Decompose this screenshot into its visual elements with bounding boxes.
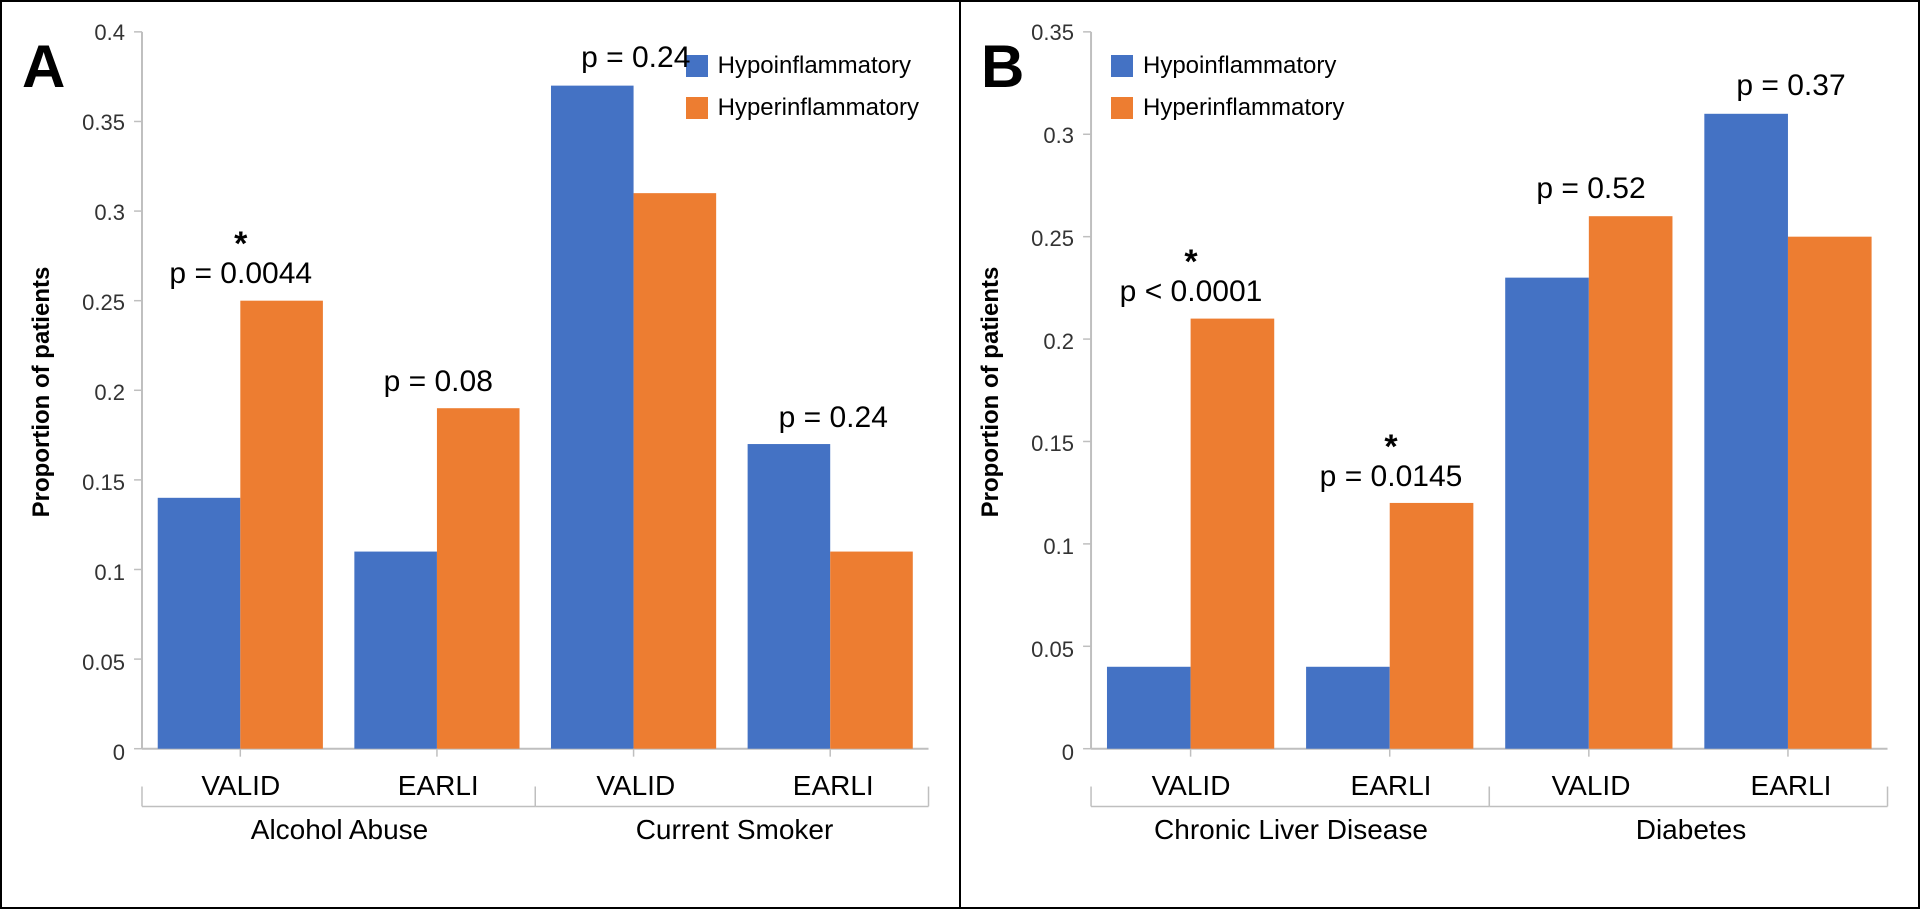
ytick-label: 0.05 [1014, 637, 1074, 663]
bar-hyper [240, 301, 323, 749]
panel-b-yaxis-label: Proportion of patients [977, 267, 1005, 518]
subgroup-label: EARLI [793, 770, 874, 802]
panel-b: B Proportion of patients Hypoinflammator… [961, 2, 1918, 907]
pvalue-label: p = 0.24 [581, 41, 690, 75]
panel-a-legend: Hypoinflammatory Hyperinflammatory [686, 52, 919, 122]
legend-item-hypo: Hypoinflammatory [1111, 52, 1344, 80]
significance-star: * [1384, 430, 1397, 464]
bar-hyper [830, 552, 913, 749]
bar-hypo [1505, 278, 1589, 749]
subgroup-label: EARLI [1751, 770, 1832, 802]
bar-hypo [354, 552, 437, 749]
ytick-label: 0.3 [65, 200, 125, 226]
pvalue-label: p = 0.52 [1536, 172, 1645, 206]
ytick-label: 0.15 [1014, 431, 1074, 457]
subgroup-label: VALID [596, 770, 675, 802]
ytick-label: 0.2 [1014, 329, 1074, 355]
ytick-label: 0.4 [65, 20, 125, 46]
ytick-label: 0.3 [1014, 123, 1074, 149]
pvalue-label: p = 0.08 [384, 365, 493, 399]
bar-hypo [748, 444, 831, 749]
legend-label-hypo: Hypoinflammatory [718, 52, 911, 80]
panel-b-legend: Hypoinflammatory Hyperinflammatory [1111, 52, 1344, 122]
legend-label-hyper: Hyperinflammatory [1143, 94, 1344, 122]
pvalue-label: p = 0.24 [779, 401, 888, 435]
bar-hyper [1589, 216, 1673, 749]
bar-hyper [1788, 237, 1872, 749]
bar-hyper [634, 193, 717, 749]
group-label: Current Smoker [636, 814, 834, 846]
legend-label-hypo: Hypoinflammatory [1143, 52, 1336, 80]
ytick-label: 0.35 [65, 110, 125, 136]
ytick-label: 0.05 [65, 650, 125, 676]
subgroup-label: VALID [1152, 770, 1231, 802]
legend-swatch-hypo [1111, 55, 1133, 77]
group-label: Diabetes [1636, 814, 1747, 846]
bar-hypo [158, 498, 241, 749]
legend-item-hyper: Hyperinflammatory [1111, 94, 1344, 122]
ytick-label: 0.25 [1014, 226, 1074, 252]
legend-label-hyper: Hyperinflammatory [718, 94, 919, 122]
panel-a: A Proportion of patients Hypoinflammator… [2, 2, 961, 907]
ytick-label: 0.35 [1014, 20, 1074, 46]
subgroup-label: VALID [201, 770, 280, 802]
ytick-label: 0.25 [65, 290, 125, 316]
legend-item-hyper: Hyperinflammatory [686, 94, 919, 122]
bar-hyper [1191, 319, 1275, 749]
subgroup-label: EARLI [398, 770, 479, 802]
bar-hypo [551, 86, 634, 749]
group-label: Alcohol Abuse [251, 814, 428, 846]
bar-hyper [1390, 503, 1474, 749]
significance-star: * [234, 227, 247, 261]
bar-hypo [1306, 667, 1390, 749]
ytick-label: 0 [1014, 740, 1074, 766]
group-label: Chronic Liver Disease [1154, 814, 1428, 846]
legend-item-hypo: Hypoinflammatory [686, 52, 919, 80]
bar-hypo [1107, 667, 1191, 749]
subgroup-label: EARLI [1351, 770, 1432, 802]
ytick-label: 0 [65, 740, 125, 766]
bar-hypo [1704, 114, 1788, 749]
legend-swatch-hyper [1111, 97, 1133, 119]
legend-swatch-hyper [686, 97, 708, 119]
figure-container: A Proportion of patients Hypoinflammator… [0, 0, 1920, 909]
panel-a-yaxis-label: Proportion of patients [28, 267, 56, 518]
ytick-label: 0.1 [1014, 534, 1074, 560]
ytick-label: 0.2 [65, 380, 125, 406]
subgroup-label: VALID [1552, 770, 1631, 802]
pvalue-label: p = 0.37 [1736, 69, 1845, 103]
ytick-label: 0.1 [65, 560, 125, 586]
bar-hyper [437, 408, 520, 748]
significance-star: * [1184, 245, 1197, 279]
ytick-label: 0.15 [65, 470, 125, 496]
